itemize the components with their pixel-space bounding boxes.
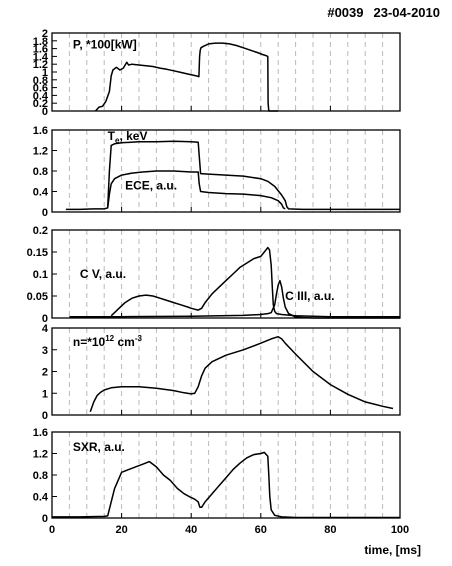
y-tick-label-power-7: 1.4 (33, 51, 49, 63)
y-tick-label-density-0: 0 (42, 410, 48, 422)
x-tick-label-60: 60 (255, 524, 267, 536)
y-tick-label-power-4: 0.8 (33, 75, 48, 87)
y-tick-label-te-ece-2: 0.8 (33, 166, 48, 178)
panel-label-sxr-0: SXR, a.u. (73, 440, 125, 454)
y-tick-label-te-ece-0: 0 (42, 207, 48, 219)
chart-header: #0039 23-04-2010 (317, 5, 440, 20)
panel-label-te-ece-1: ECE, a.u. (125, 178, 177, 192)
series-line-sxr-0 (52, 451, 400, 519)
series-line-te-ece-1 (106, 170, 286, 210)
y-tick-label-power-5: 1 (42, 67, 48, 79)
shot-date: 23-04-2010 (373, 5, 441, 20)
panel-label-power-0: P, *100[kW] (73, 38, 137, 52)
y-tick-label-te-ece-3: 1.2 (33, 146, 48, 158)
x-tick-label-20: 20 (115, 524, 127, 536)
y-tick-label-power-2: 0.4 (33, 90, 49, 102)
y-tick-label-power-1: 0.2 (33, 98, 48, 110)
y-tick-label-sxr-1: 0.4 (33, 492, 49, 504)
y-tick-label-cv-ciii-0: 0 (42, 313, 48, 325)
panel-frame-density (51, 327, 401, 416)
y-tick-label-sxr-4: 1.6 (33, 427, 48, 439)
y-tick-label-cv-ciii-4: 0.2 (33, 225, 48, 237)
y-tick-label-power-3: 0.6 (33, 83, 48, 95)
x-axis-label: time, [ms] (364, 543, 421, 557)
y-tick-label-power-10: 2 (42, 28, 48, 40)
series-line-cv-ciii-1 (69, 279, 400, 319)
y-tick-label-te-ece-4: 1.6 (33, 125, 48, 137)
series-line-te-ece-0 (65, 140, 400, 211)
y-tick-label-power-0: 0 (42, 106, 48, 118)
y-tick-label-cv-ciii-1: 0.05 (27, 291, 48, 303)
y-tick-label-power-9: 1.8 (33, 36, 48, 48)
y-tick-label-power-8: 1.6 (33, 44, 48, 56)
y-tick-label-sxr-3: 1.2 (33, 449, 48, 461)
y-tick-label-cv-ciii-2: 0.1 (33, 269, 48, 281)
panel-label-cv-ciii-0: C V, a.u. (80, 267, 126, 281)
x-tick-label-40: 40 (185, 524, 197, 536)
y-tick-label-sxr-0: 0 (42, 513, 48, 525)
panel-label-cv-ciii-1: C III, a.u. (285, 289, 334, 303)
panel-frame-te-ece (51, 129, 401, 213)
y-tick-label-cv-ciii-3: 0.15 (27, 247, 48, 259)
y-tick-label-density-1: 1 (42, 388, 48, 400)
x-tick-label-0: 0 (49, 524, 55, 536)
y-tick-label-density-2: 2 (42, 367, 48, 379)
y-tick-label-power-6: 1.2 (33, 59, 48, 71)
y-tick-label-te-ece-1: 0.4 (33, 187, 49, 199)
series-line-density-0 (89, 335, 394, 412)
panel-frame-sxr (51, 431, 401, 519)
panel-frame-cv-ciii (51, 229, 401, 319)
panel-label-density-0: n=*1012 cm-3 (73, 334, 143, 349)
y-tick-label-density-3: 3 (42, 345, 48, 357)
panel-frame-power (51, 32, 401, 112)
shot-number: #0039 (327, 5, 364, 20)
x-tick-label-80: 80 (324, 524, 336, 536)
y-tick-label-sxr-2: 0.8 (33, 470, 48, 482)
y-tick-label-density-4: 4 (42, 323, 49, 335)
x-tick-label-100: 100 (391, 524, 409, 536)
series-line-cv-ciii-0 (110, 246, 400, 318)
series-line-power-0 (94, 42, 279, 112)
panel-label-te-ece-0: Te, keV (108, 129, 148, 145)
